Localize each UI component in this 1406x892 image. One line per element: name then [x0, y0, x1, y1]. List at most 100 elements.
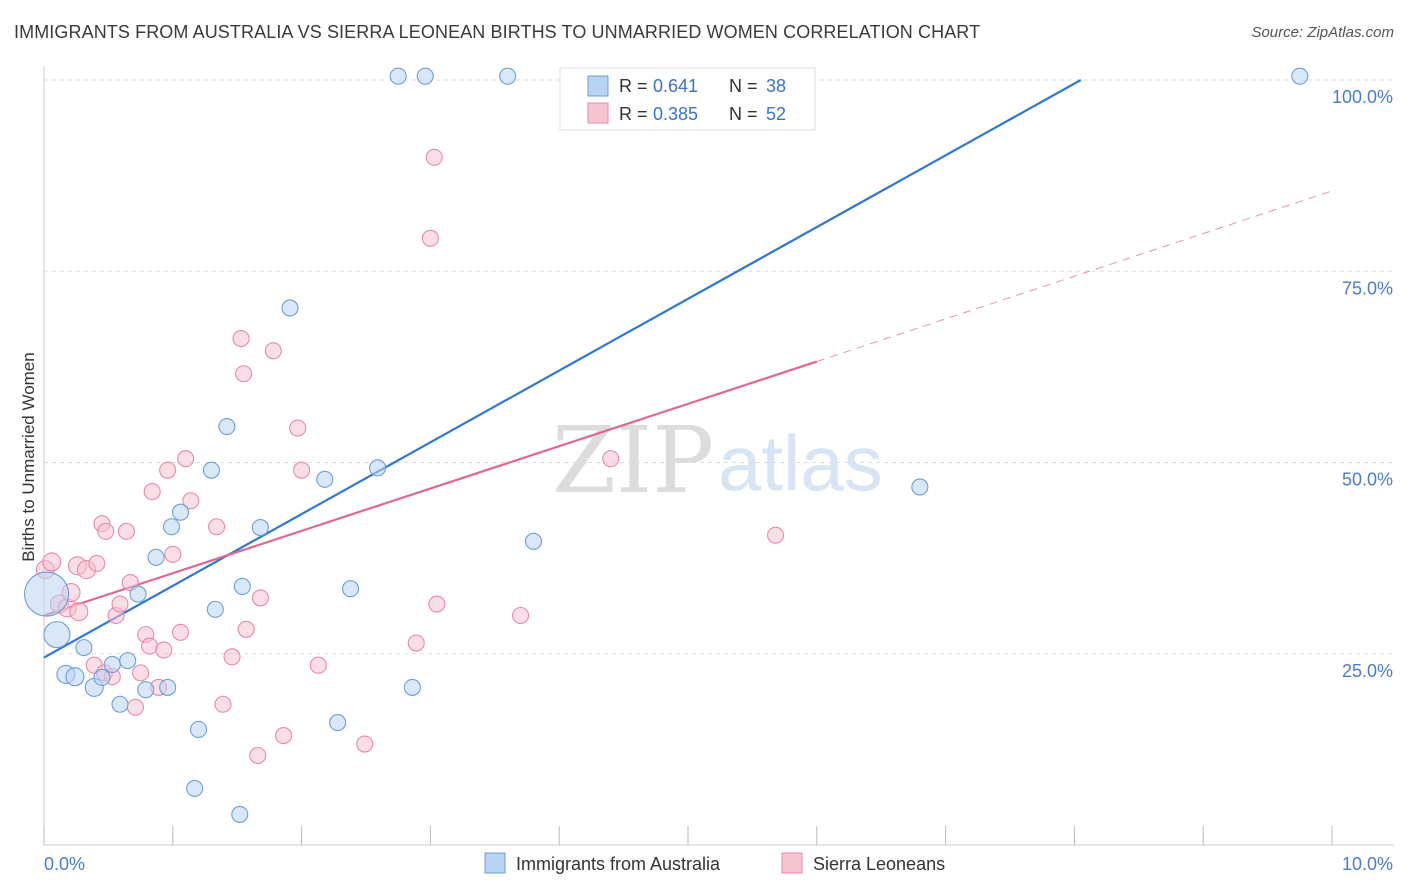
point-pink-22 [143, 483, 161, 501]
point-pink-18 [126, 698, 144, 716]
series-legend-swatch-pink [781, 852, 803, 874]
point-blue-15 [171, 503, 190, 521]
point-pink-48 [512, 606, 530, 625]
legend-n-label-pink: N = [729, 104, 758, 124]
point-blue-18 [202, 461, 220, 479]
point-pink-41 [293, 461, 311, 479]
series-legend-swatch-blue [484, 852, 506, 874]
point-blue-3 [65, 667, 85, 687]
point-pink-44 [407, 634, 425, 652]
point-pink-45 [421, 229, 439, 247]
point-pink-34 [235, 365, 253, 383]
trend-line-blue [43, 79, 1082, 659]
point-blue-4 [75, 639, 93, 657]
point-blue-21 [231, 805, 249, 823]
point-blue-6 [93, 668, 111, 687]
y-tick-label-50: 50.0% [1342, 470, 1393, 490]
point-pink-30 [208, 518, 226, 536]
point-pink-28 [177, 450, 195, 468]
legend-r-value-blue: 0.641 [653, 76, 698, 96]
point-pink-33 [232, 330, 250, 348]
legend-r-label-pink: R = [619, 104, 648, 124]
x-tick-label-min: 0.0% [44, 854, 85, 874]
point-blue-1 [43, 621, 71, 649]
watermark-zip: ZIP [552, 407, 714, 514]
trend-lines [43, 79, 1333, 659]
point-pink-36 [249, 746, 267, 765]
point-pink-9 [88, 554, 106, 573]
point-pink-38 [264, 342, 282, 360]
point-pink-39 [275, 727, 293, 745]
series-legend-label-pink: Sierra Leoneans [813, 854, 945, 874]
point-pink-27 [171, 623, 190, 641]
y-tick-label-25: 25.0% [1342, 661, 1393, 681]
trend-line-pink [43, 360, 818, 617]
point-pink-46 [425, 148, 443, 166]
legend-r-value-pink: 0.385 [653, 104, 698, 124]
point-pink-49 [602, 450, 620, 468]
point-pink-26 [164, 545, 182, 563]
point-blue-0 [24, 571, 70, 617]
trend-line-extension-pink [816, 190, 1333, 362]
point-pink-16 [117, 522, 135, 540]
point-pink-24 [155, 641, 173, 659]
point-pink-42 [309, 656, 327, 674]
point-pink-43 [356, 735, 374, 753]
legend-r-label-blue: R = [619, 76, 648, 96]
y-tick-label-75: 75.0% [1342, 278, 1393, 298]
point-pink-51 [767, 526, 785, 544]
point-blue-36 [911, 478, 929, 496]
point-blue-23 [251, 518, 269, 537]
point-blue-20 [218, 417, 236, 436]
y-tick-label-100: 100.0% [1332, 87, 1393, 107]
point-pink-15 [111, 595, 129, 613]
axes [43, 66, 1394, 846]
source-credit: Source: ZipAtlas.com [1251, 24, 1394, 41]
point-blue-33 [524, 532, 542, 550]
legend-swatch-pink [587, 102, 609, 124]
point-pink-6 [69, 602, 89, 622]
series-legend: Immigrants from Australia Sierra Leonean… [484, 852, 945, 874]
y-axis-title: Births to Unmarried Women [19, 352, 38, 561]
point-pink-25 [159, 461, 177, 479]
point-blue-12 [147, 548, 165, 566]
point-blue-26 [329, 714, 347, 732]
correlation-legend: R = 0.641 N = 38 R = 0.385 N = 52 [559, 67, 816, 131]
point-pink-31 [214, 695, 232, 713]
point-blue-29 [389, 67, 407, 85]
point-pink-12 [97, 522, 115, 540]
point-blue-17 [190, 720, 208, 739]
point-blue-8 [111, 695, 129, 713]
point-blue-31 [416, 67, 434, 85]
point-pink-32 [223, 648, 241, 666]
point-pink-21 [141, 637, 159, 655]
point-blue-22 [233, 577, 251, 595]
data-points [24, 67, 1309, 823]
point-pink-35 [237, 620, 255, 638]
point-blue-24 [281, 299, 299, 317]
point-blue-10 [129, 585, 147, 603]
point-pink-37 [251, 589, 269, 607]
chart-title: IMMIGRANTS FROM AUSTRALIA VS SIERRA LEON… [14, 22, 981, 42]
point-blue-27 [341, 580, 360, 598]
point-blue-13 [159, 678, 177, 696]
legend-n-label-blue: N = [729, 76, 758, 96]
point-pink-19 [132, 664, 150, 682]
watermark: ZIP atlas [552, 407, 883, 514]
point-blue-16 [186, 779, 204, 797]
y-tick-labels: 25.0% 50.0% 75.0% 100.0% [1332, 87, 1393, 681]
point-blue-9 [119, 652, 137, 670]
point-blue-11 [137, 681, 155, 699]
point-blue-32 [499, 67, 517, 85]
x-tick-label-max: 10.0% [1342, 854, 1393, 874]
legend-n-value-pink: 52 [766, 104, 786, 124]
point-blue-37 [1291, 67, 1309, 85]
point-blue-7 [103, 655, 121, 674]
point-pink-29 [182, 492, 200, 510]
point-blue-30 [403, 678, 421, 696]
legend-n-value-blue: 38 [766, 76, 786, 96]
legend-swatch-blue [587, 75, 609, 97]
point-blue-25 [316, 470, 334, 488]
point-blue-19 [206, 600, 224, 618]
